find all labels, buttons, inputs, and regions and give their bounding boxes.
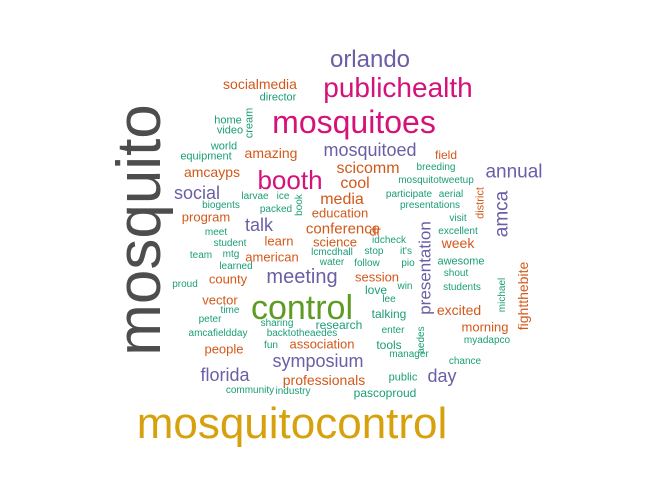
word-professionals: professionals xyxy=(282,372,366,388)
word-pascoproud: pascoproud xyxy=(353,386,417,400)
word-dr: dr xyxy=(369,223,381,239)
word-proud: proud xyxy=(172,279,198,290)
word-meeting: meeting xyxy=(266,266,338,288)
word-sharing: sharing xyxy=(260,318,294,329)
word-socialmedia: socialmedia xyxy=(223,76,297,92)
word-follow: follow xyxy=(354,258,380,269)
word-publichealth: publichealth xyxy=(323,72,473,103)
word-media: media xyxy=(320,191,364,208)
word-scicomm: scicomm xyxy=(336,160,400,177)
word-water: water xyxy=(319,257,345,268)
word-tools: tools xyxy=(376,338,402,352)
word-students: students xyxy=(443,282,481,293)
word-enter: enter xyxy=(381,325,405,336)
word-industry: industry xyxy=(275,386,311,397)
word-team: team xyxy=(189,250,213,261)
word-fun: fun xyxy=(264,340,278,351)
word-world: world xyxy=(210,140,238,153)
word-it-s: it's xyxy=(400,246,412,257)
word-love: love xyxy=(364,283,388,297)
word-amcafieldday: amcafieldday xyxy=(188,328,248,339)
word-people: people xyxy=(204,341,244,357)
word-science: science xyxy=(312,234,358,250)
word-time: time xyxy=(220,305,240,316)
word-michael: michael xyxy=(497,277,508,313)
word-visit: visit xyxy=(449,213,467,224)
word-shout: shout xyxy=(443,268,469,279)
word-research: research xyxy=(315,318,363,332)
word-breeding: breeding xyxy=(416,162,456,173)
word-day: day xyxy=(427,366,457,386)
word-district: district xyxy=(474,187,487,219)
word-vector: vector xyxy=(202,292,238,308)
word-win: win xyxy=(397,281,413,292)
word-chance: chance xyxy=(448,356,482,367)
word-week: week xyxy=(441,235,475,251)
word-conference: conference xyxy=(305,220,381,238)
word-amazing: amazing xyxy=(244,145,298,161)
word-cool: cool xyxy=(340,175,370,192)
word-stop: stop xyxy=(364,246,384,257)
word-video: video xyxy=(216,124,244,137)
word-mosquitotweetup: mosquitotweetup xyxy=(398,175,474,186)
word-public: public xyxy=(388,371,418,384)
word-aerial: aerial xyxy=(438,189,464,200)
word-county: county xyxy=(208,271,248,287)
word-mosquitocontrol: mosquitocontrol xyxy=(136,399,448,448)
word-amcayps: amcayps xyxy=(183,164,241,180)
word-idcheck: idcheck xyxy=(372,235,406,246)
word-cream: cream xyxy=(243,107,256,139)
word-learned: learned xyxy=(219,261,253,272)
word-backtotheaedes: backtotheaedes xyxy=(266,328,338,339)
word-excited: excited xyxy=(436,302,482,318)
word-talk: talk xyxy=(244,215,274,235)
word-mosquitoed: mosquitoed xyxy=(323,140,417,160)
word-lcmcdhall: lcmcdhall xyxy=(311,247,353,258)
word-mosquito: mosquito xyxy=(105,104,174,356)
word-home: home xyxy=(214,114,242,127)
word-morning: morning xyxy=(461,319,509,335)
word-meet: meet xyxy=(204,227,228,238)
word-director: director xyxy=(259,91,297,104)
word-field: field xyxy=(434,148,458,162)
word-presentation: presentation xyxy=(415,221,435,315)
word-amca: amca xyxy=(491,190,513,238)
word-education: education xyxy=(311,205,369,221)
word-orlando: orlando xyxy=(329,46,411,73)
word-myadapco: myadapco xyxy=(463,335,511,346)
word-association: association xyxy=(289,336,355,352)
word-student: student xyxy=(213,238,247,249)
word-learn: learn xyxy=(264,233,294,249)
word-larvae: larvae xyxy=(241,191,269,202)
word-social: social xyxy=(173,183,221,203)
word-lee: lee xyxy=(382,294,396,305)
word-mtg: mtg xyxy=(222,249,240,260)
word-manager: manager xyxy=(389,349,429,360)
word-booth: booth xyxy=(257,165,323,195)
word-excellent: excellent xyxy=(438,226,478,237)
word-program: program xyxy=(181,209,231,225)
word-packed: packed xyxy=(259,204,293,215)
word-florida: florida xyxy=(200,365,250,385)
word-peter: peter xyxy=(198,314,222,325)
word-symposium: symposium xyxy=(272,351,364,371)
word-awesome: awesome xyxy=(437,255,485,268)
word-equipment: equipment xyxy=(180,150,232,163)
word-community: community xyxy=(225,385,275,396)
word-biogents: biogents xyxy=(202,200,240,211)
word-annual: annual xyxy=(485,161,543,183)
word-session: session xyxy=(354,269,400,285)
word-talking: talking xyxy=(371,307,407,321)
word-american: american xyxy=(245,249,299,265)
word-fightthebite: fightthebite xyxy=(515,261,531,331)
word-pio: pio xyxy=(401,258,415,269)
word-control: control xyxy=(250,289,354,327)
word-mosquitoes: mosquitoes xyxy=(272,104,436,140)
word-book: book xyxy=(294,194,305,216)
word-presentations: presentations xyxy=(399,200,461,211)
word-ice: ice xyxy=(276,191,290,202)
word-participate: participate xyxy=(385,189,433,200)
